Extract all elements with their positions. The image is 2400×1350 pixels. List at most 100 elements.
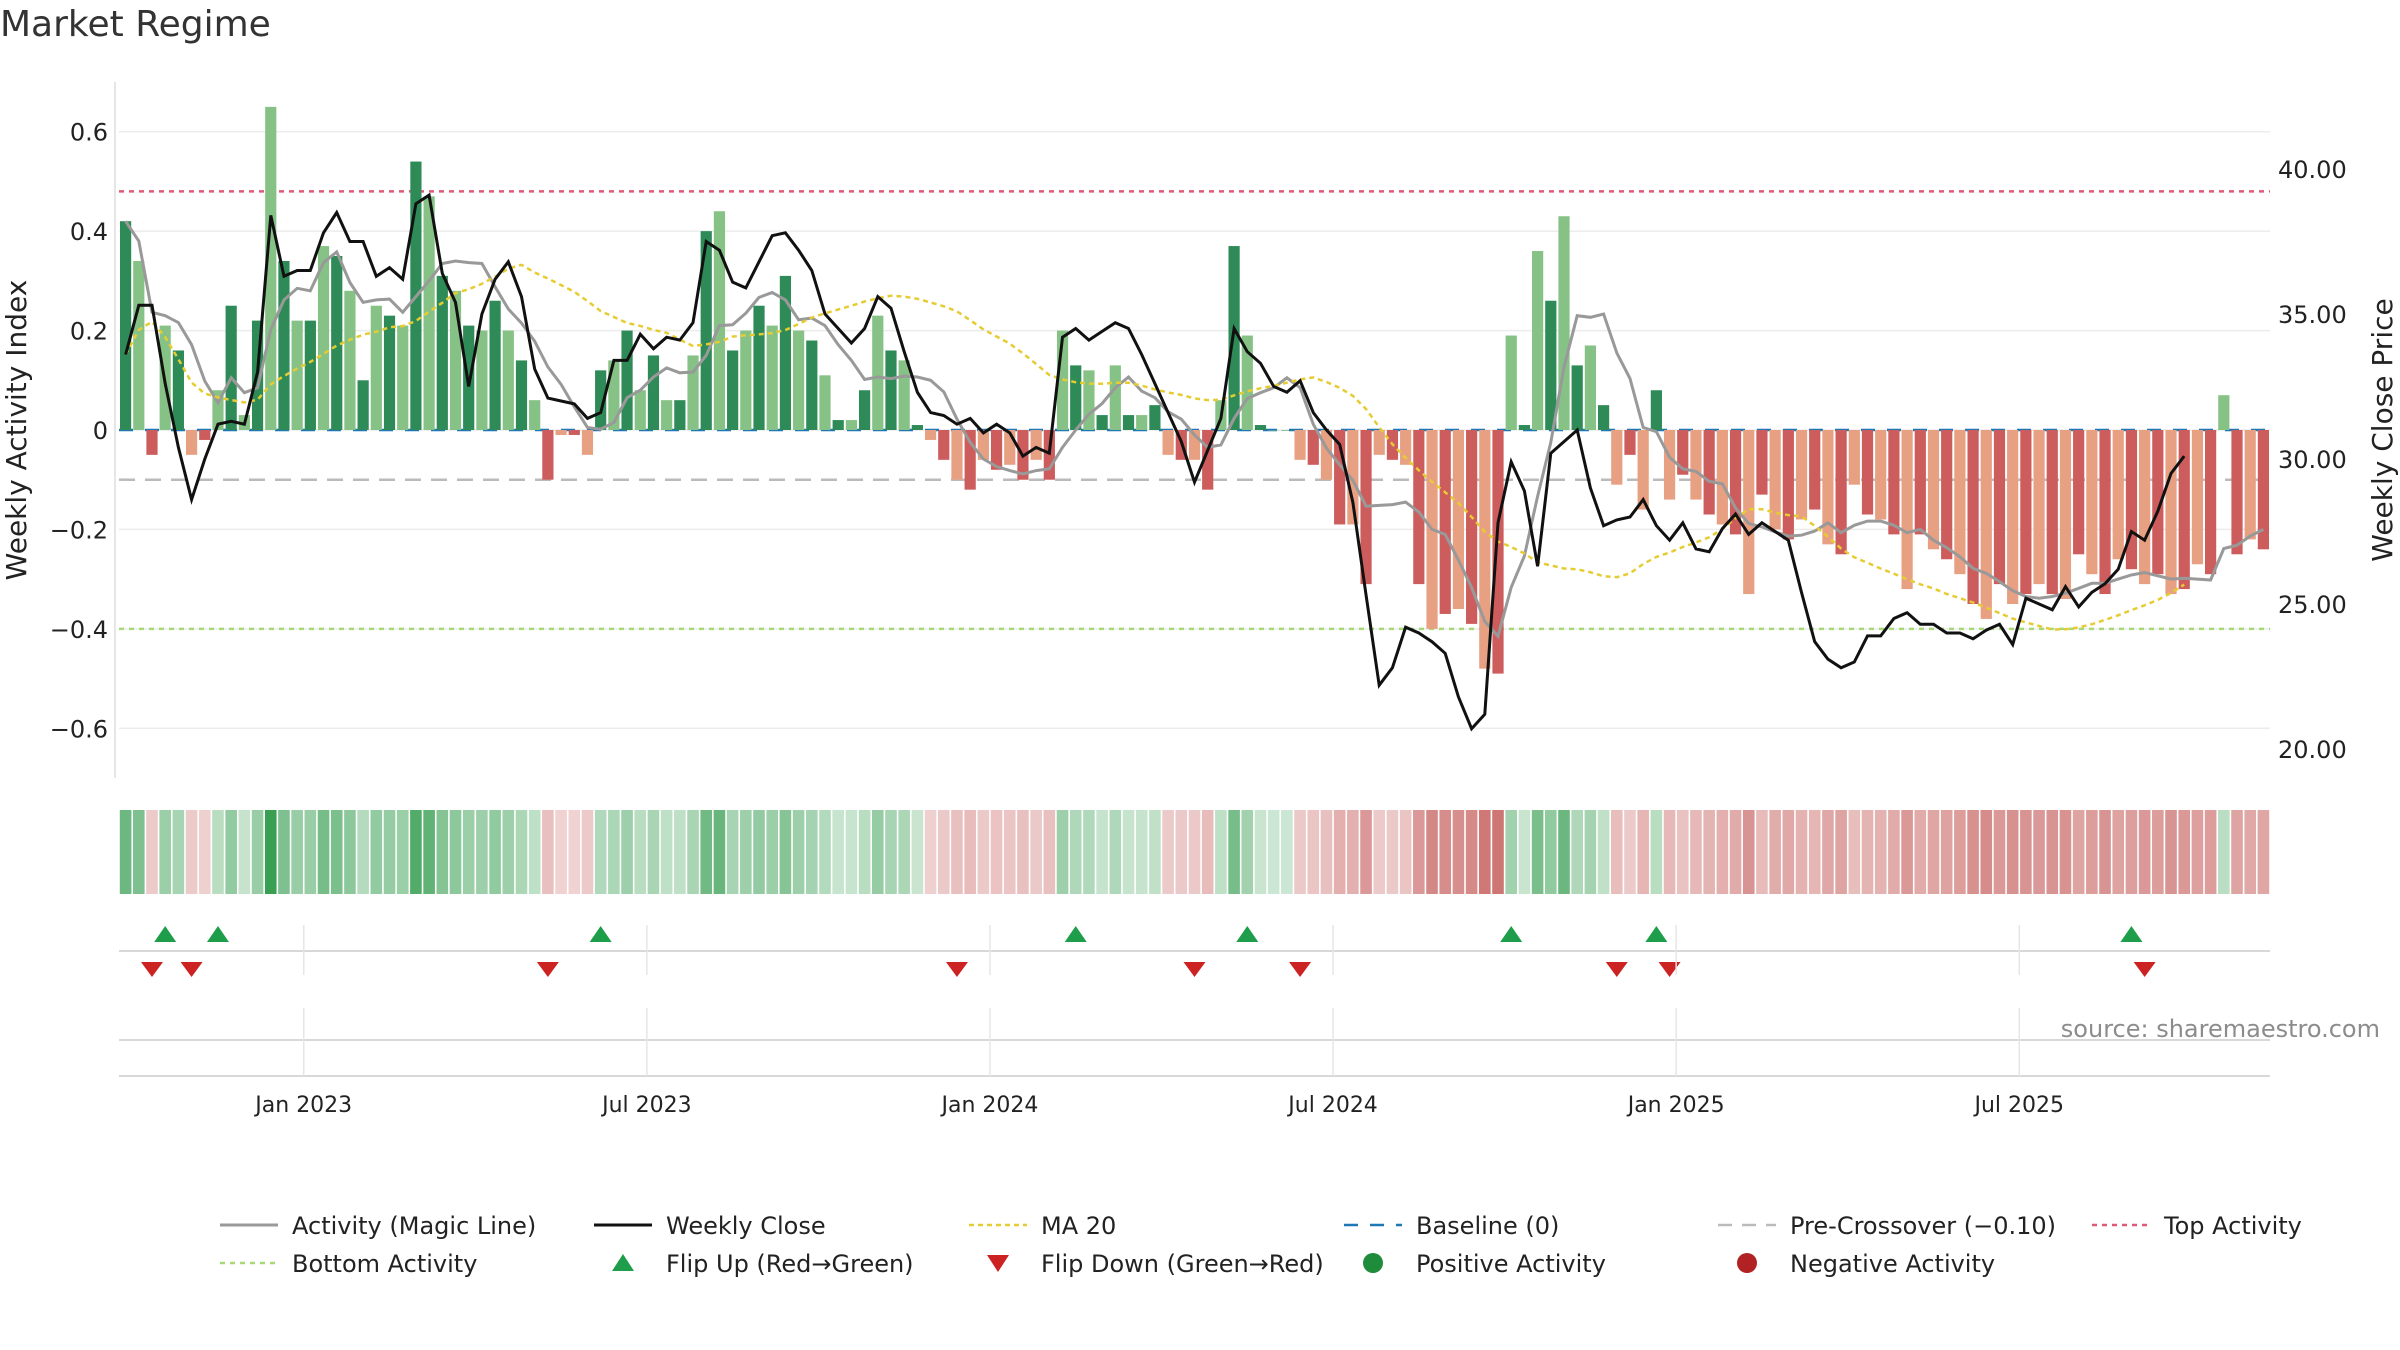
regime-cell xyxy=(1426,810,1438,894)
regime-cell xyxy=(1069,810,1082,894)
regime-cell xyxy=(528,810,541,894)
x-tick-label: Jul 2023 xyxy=(600,1093,692,1118)
regime-cell xyxy=(647,810,660,894)
activity-bar xyxy=(1136,415,1148,430)
regime-cell xyxy=(357,810,369,894)
activity-bar xyxy=(436,275,448,430)
regime-cell xyxy=(1307,810,1320,894)
regime-cell xyxy=(185,810,198,894)
regime-cell xyxy=(594,810,607,894)
regime-cell xyxy=(1320,810,1333,894)
activity-bar xyxy=(2007,430,2019,604)
regime-cell xyxy=(1056,810,1069,894)
regime-cell xyxy=(555,810,567,894)
legend-label: Baseline (0) xyxy=(1416,1212,1559,1240)
activity-bar xyxy=(2152,430,2164,575)
activity-bar xyxy=(674,400,686,430)
regime-cell xyxy=(2006,810,2019,894)
activity-bar xyxy=(2257,430,2269,550)
activity-bar xyxy=(1518,425,1531,430)
regime-cell xyxy=(1465,810,1478,894)
activity-bar xyxy=(1584,345,1596,430)
activity-bar xyxy=(1479,430,1491,669)
activity-bar xyxy=(331,256,343,430)
activity-bar xyxy=(1769,430,1781,530)
activity-bar xyxy=(357,380,369,430)
activity-bar xyxy=(608,360,620,430)
regime-cell xyxy=(858,810,871,894)
activity-bar xyxy=(1927,430,1940,550)
activity-bar xyxy=(502,330,514,430)
regime-cell xyxy=(1888,810,1900,894)
activity-bar xyxy=(1241,335,1253,430)
x-tick-label: Jul 2024 xyxy=(1286,1093,1378,1118)
activity-bar xyxy=(581,430,594,455)
activity-bar xyxy=(1861,430,1874,515)
activity-bar xyxy=(977,430,989,460)
weekly-close-line xyxy=(124,192,2186,732)
regime-cell xyxy=(1492,810,1504,894)
regime-cell xyxy=(1030,810,1042,894)
activity-bar xyxy=(2125,430,2138,570)
activity-bar xyxy=(793,330,805,430)
activity-bar xyxy=(1254,425,1267,430)
activity-bar xyxy=(2231,430,2243,555)
activity-bar xyxy=(779,275,792,430)
activity-bar xyxy=(344,290,356,430)
regime-cell xyxy=(1439,810,1452,894)
activity-bar xyxy=(727,350,739,430)
flip-up-marker xyxy=(589,926,612,942)
flip-up-marker xyxy=(154,926,177,942)
activity-bar xyxy=(1400,430,1412,465)
activity-bar xyxy=(1914,430,1926,535)
regime-cell xyxy=(1980,810,1993,894)
activity-bar xyxy=(515,360,528,430)
regime-cell xyxy=(396,810,409,894)
activity-bar xyxy=(858,390,871,430)
activity-bar xyxy=(1030,430,1042,460)
activity-bar xyxy=(964,430,976,490)
regime-cell xyxy=(1241,810,1254,894)
regime-cell xyxy=(1017,810,1029,894)
regime-cell xyxy=(806,810,818,894)
activity-bar xyxy=(2205,430,2217,575)
x-tick-label: Jan 2023 xyxy=(253,1093,352,1118)
activity-bar xyxy=(278,260,290,430)
regime-cell xyxy=(462,810,475,894)
regime-cell xyxy=(713,810,726,894)
regime-cell xyxy=(990,810,1003,894)
activity-bar xyxy=(1782,430,1794,540)
flip-down-marker xyxy=(2133,962,2156,977)
activity-bar xyxy=(120,221,132,430)
activity-bar xyxy=(1004,430,1016,465)
y-tick-label: −0.4 xyxy=(50,616,108,644)
regime-cell xyxy=(1729,810,1742,894)
regime-cell xyxy=(1676,810,1689,894)
regime-cell xyxy=(1281,810,1293,894)
regime-cell xyxy=(2046,810,2059,894)
regime-cell xyxy=(581,810,594,894)
legend-label: Negative Activity xyxy=(1790,1250,1995,1278)
activity-bar xyxy=(621,330,633,430)
activity-bar xyxy=(1650,390,1662,430)
activity-bar xyxy=(1347,430,1359,525)
regime-cell xyxy=(278,810,290,894)
regime-cell xyxy=(2112,810,2125,894)
regime-cell xyxy=(911,810,924,894)
regime-cell xyxy=(1690,810,1702,894)
regime-cell xyxy=(1162,810,1174,894)
regime-cell xyxy=(1822,810,1834,894)
activity-bar xyxy=(172,350,184,430)
regime-cell xyxy=(2138,810,2151,894)
activity-bar xyxy=(2165,430,2177,595)
activity-bar xyxy=(1558,216,1570,430)
flip-down-marker xyxy=(1183,962,1206,977)
activity-bar xyxy=(898,360,910,430)
regime-cell xyxy=(1373,810,1386,894)
regime-cell xyxy=(1201,810,1214,894)
activity-bar xyxy=(2099,430,2111,595)
y-tick-label: −0.6 xyxy=(50,715,108,743)
regime-cell xyxy=(726,810,739,894)
regime-cell xyxy=(1584,810,1597,894)
